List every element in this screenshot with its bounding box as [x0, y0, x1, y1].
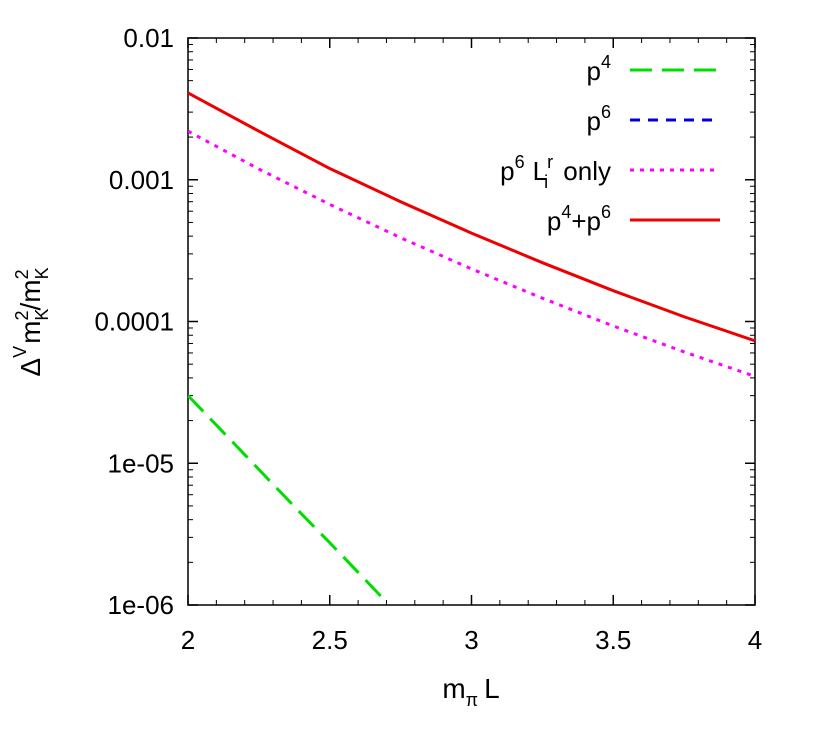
y-tick-label: 0.0001	[94, 307, 174, 337]
series-group	[188, 91, 755, 604]
x-tick-label: 4	[748, 625, 762, 655]
y-tick-label: 1e-06	[108, 590, 175, 620]
series-line-p6-lir-only	[188, 129, 755, 378]
x-tick-label: 3.5	[595, 625, 631, 655]
legend-entry-p4: p4	[587, 52, 720, 86]
legend-entry-p4-p6: p4+p6	[547, 202, 720, 236]
legend-entry-p6: p6	[587, 102, 720, 136]
x-tick-label: 2	[181, 625, 195, 655]
legend-entry-p6-lir-only: p6 Lr i only	[500, 152, 720, 192]
x-axis-title: mπ L	[442, 673, 499, 710]
series-line-p4-p6	[188, 91, 755, 343]
y-axis-title: ΔVmK2/mK2	[10, 267, 52, 376]
x-tick-label: 3	[464, 625, 478, 655]
legend-label-p6: p6	[587, 102, 611, 136]
x-tick-label: 2.5	[312, 625, 348, 655]
y-tick-label: 0.001	[109, 165, 174, 195]
legend-label-p6-lir-only: p6 Lr i only	[500, 152, 611, 192]
legend-label-p4: p4	[587, 52, 611, 86]
legend-label-p4-p6: p4+p6	[547, 202, 611, 236]
y-axis: 1e-06 1e-05 0.0001 0.001 0.01	[94, 23, 755, 620]
y-tick-label: 0.01	[123, 23, 174, 53]
legend: p4 p6 p6 Lr i only p4+p6	[500, 52, 720, 236]
y-tick-label: 1e-05	[108, 448, 175, 478]
series-line-p4	[188, 394, 388, 604]
svg-text:ΔVmK2/mK2: ΔVmK2/mK2	[10, 267, 52, 376]
x-axis: 2 2.5 3 3.5 4	[181, 38, 762, 655]
plot-frame	[187, 37, 756, 606]
